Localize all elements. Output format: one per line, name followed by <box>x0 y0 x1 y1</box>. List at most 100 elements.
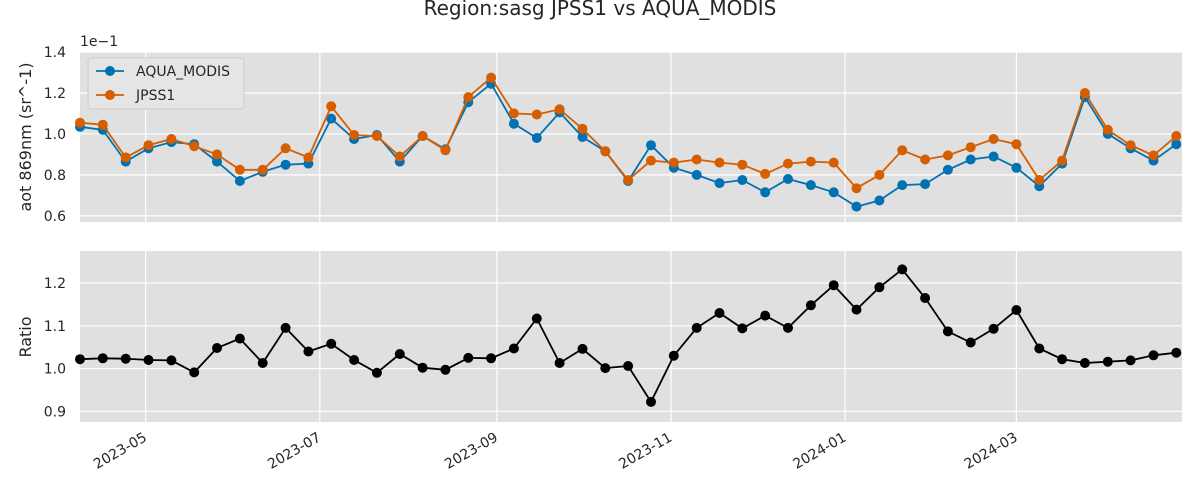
top-data-point <box>737 175 748 185</box>
top-y-tick-label: 1.2 <box>44 86 66 102</box>
bottom-data-point <box>417 362 428 373</box>
bottom-data-point <box>965 337 976 348</box>
top-data-point <box>646 155 656 166</box>
legend-marker-aqua-modis <box>105 66 115 76</box>
bottom-y-tick-label: 1.2 <box>44 276 66 292</box>
top-data-point <box>828 157 839 168</box>
top-data-point <box>166 134 177 144</box>
top-data-point <box>486 72 497 83</box>
bottom-data-point <box>508 343 519 354</box>
top-data-point <box>737 159 748 170</box>
bottom-data-point <box>486 353 497 364</box>
x-tick-label: 2023-05 <box>91 430 150 473</box>
bottom-data-point <box>805 300 816 311</box>
top-y-axis-label: aot 869nm (sr^-1) <box>16 62 35 211</box>
bottom-data-point <box>166 355 177 366</box>
top-data-point <box>212 149 222 160</box>
top-data-point <box>1102 124 1113 135</box>
top-data-point <box>965 142 976 153</box>
bottom-data-point <box>120 353 131 364</box>
top-data-point <box>988 151 999 162</box>
top-data-point <box>965 154 976 165</box>
top-y-tick-label: 1.4 <box>44 45 66 61</box>
top-data-point <box>554 104 565 115</box>
bottom-data-point <box>760 310 771 321</box>
legend-box <box>87 57 245 110</box>
top-data-point <box>897 180 908 191</box>
bottom-data-point <box>1057 354 1068 365</box>
top-data-point <box>349 130 360 140</box>
top-data-point <box>1034 175 1045 185</box>
top-data-point <box>394 151 405 162</box>
bottom-data-point <box>897 264 908 275</box>
top-data-point <box>897 145 908 156</box>
top-data-point <box>577 132 588 142</box>
top-data-point <box>760 187 771 198</box>
top-data-point <box>234 176 245 186</box>
bottom-data-point <box>600 363 611 374</box>
top-data-point <box>75 117 85 128</box>
top-plot-background <box>80 52 1182 222</box>
top-y-tick-labels: 0.6 0.8 1.0 1.2 1.4 <box>44 45 66 225</box>
bottom-data-point <box>189 367 200 378</box>
top-data-point <box>828 187 839 198</box>
top-data-point <box>212 156 222 167</box>
top-data-point <box>280 143 291 154</box>
top-data-point <box>120 152 131 163</box>
top-data-point <box>874 169 885 180</box>
bottom-data-point <box>394 349 405 359</box>
bottom-data-point <box>1148 350 1159 361</box>
x-tick-label: 2023-11 <box>616 430 675 473</box>
bottom-data-point <box>440 364 451 375</box>
top-data-point <box>531 133 542 143</box>
top-series-lines <box>75 72 1182 212</box>
top-data-point <box>326 101 337 112</box>
bottom-data-point <box>212 343 222 353</box>
top-data-point <box>805 156 816 167</box>
top-data-point <box>646 140 656 151</box>
top-data-point <box>417 131 428 141</box>
bottom-data-point <box>349 355 360 365</box>
top-data-point <box>1011 162 1022 173</box>
top-data-point <box>805 180 816 191</box>
top-data-point <box>508 108 519 119</box>
top-data-point <box>942 150 953 161</box>
top-data-point <box>988 134 999 144</box>
top-axis-offset-text: 1e−1 <box>80 34 118 50</box>
top-data-point <box>1125 140 1136 151</box>
bottom-data-point <box>942 326 953 337</box>
top-data-point <box>623 175 634 185</box>
bottom-data-point <box>691 322 702 333</box>
bottom-y-tick-label: 1.1 <box>44 319 66 335</box>
bottom-data-point <box>280 322 291 333</box>
bottom-y-tick-label: 1.0 <box>44 362 66 378</box>
top-data-point <box>97 119 108 130</box>
bottom-data-point <box>737 323 748 334</box>
x-tick-label: 2024-03 <box>962 430 1021 473</box>
bottom-data-point <box>75 354 85 365</box>
top-data-point <box>1171 139 1182 150</box>
top-data-point <box>531 109 542 120</box>
bottom-panel: 0.9 1.0 1.1 1.2 Ratio 2023-05 2023-07 2023-09… <box>16 251 1182 473</box>
top-data-point <box>668 157 679 168</box>
bottom-data-point <box>783 322 793 333</box>
bottom-data-point <box>1102 356 1113 367</box>
bottom-data-point <box>828 280 839 291</box>
top-data-point <box>714 178 725 189</box>
bottom-data-point <box>1079 358 1090 368</box>
top-data-point <box>257 164 268 175</box>
top-y-tick-label: 1.0 <box>44 127 66 143</box>
bottom-data-point <box>143 355 154 365</box>
top-y-tick-label: 0.8 <box>44 168 66 184</box>
top-panel: 0.6 0.8 1.0 1.2 1.4 1e−1 aot 869nm (sr^-1) A… <box>16 34 1182 225</box>
top-data-point <box>783 158 793 169</box>
top-data-point <box>760 168 771 179</box>
top-data-point <box>577 123 588 134</box>
top-data-point <box>1057 155 1068 166</box>
bottom-plot-background <box>80 251 1182 422</box>
x-tick-label: 2024-01 <box>790 430 849 473</box>
top-data-point <box>851 201 862 212</box>
bottom-data-point <box>920 293 931 303</box>
bottom-data-point <box>623 361 634 371</box>
